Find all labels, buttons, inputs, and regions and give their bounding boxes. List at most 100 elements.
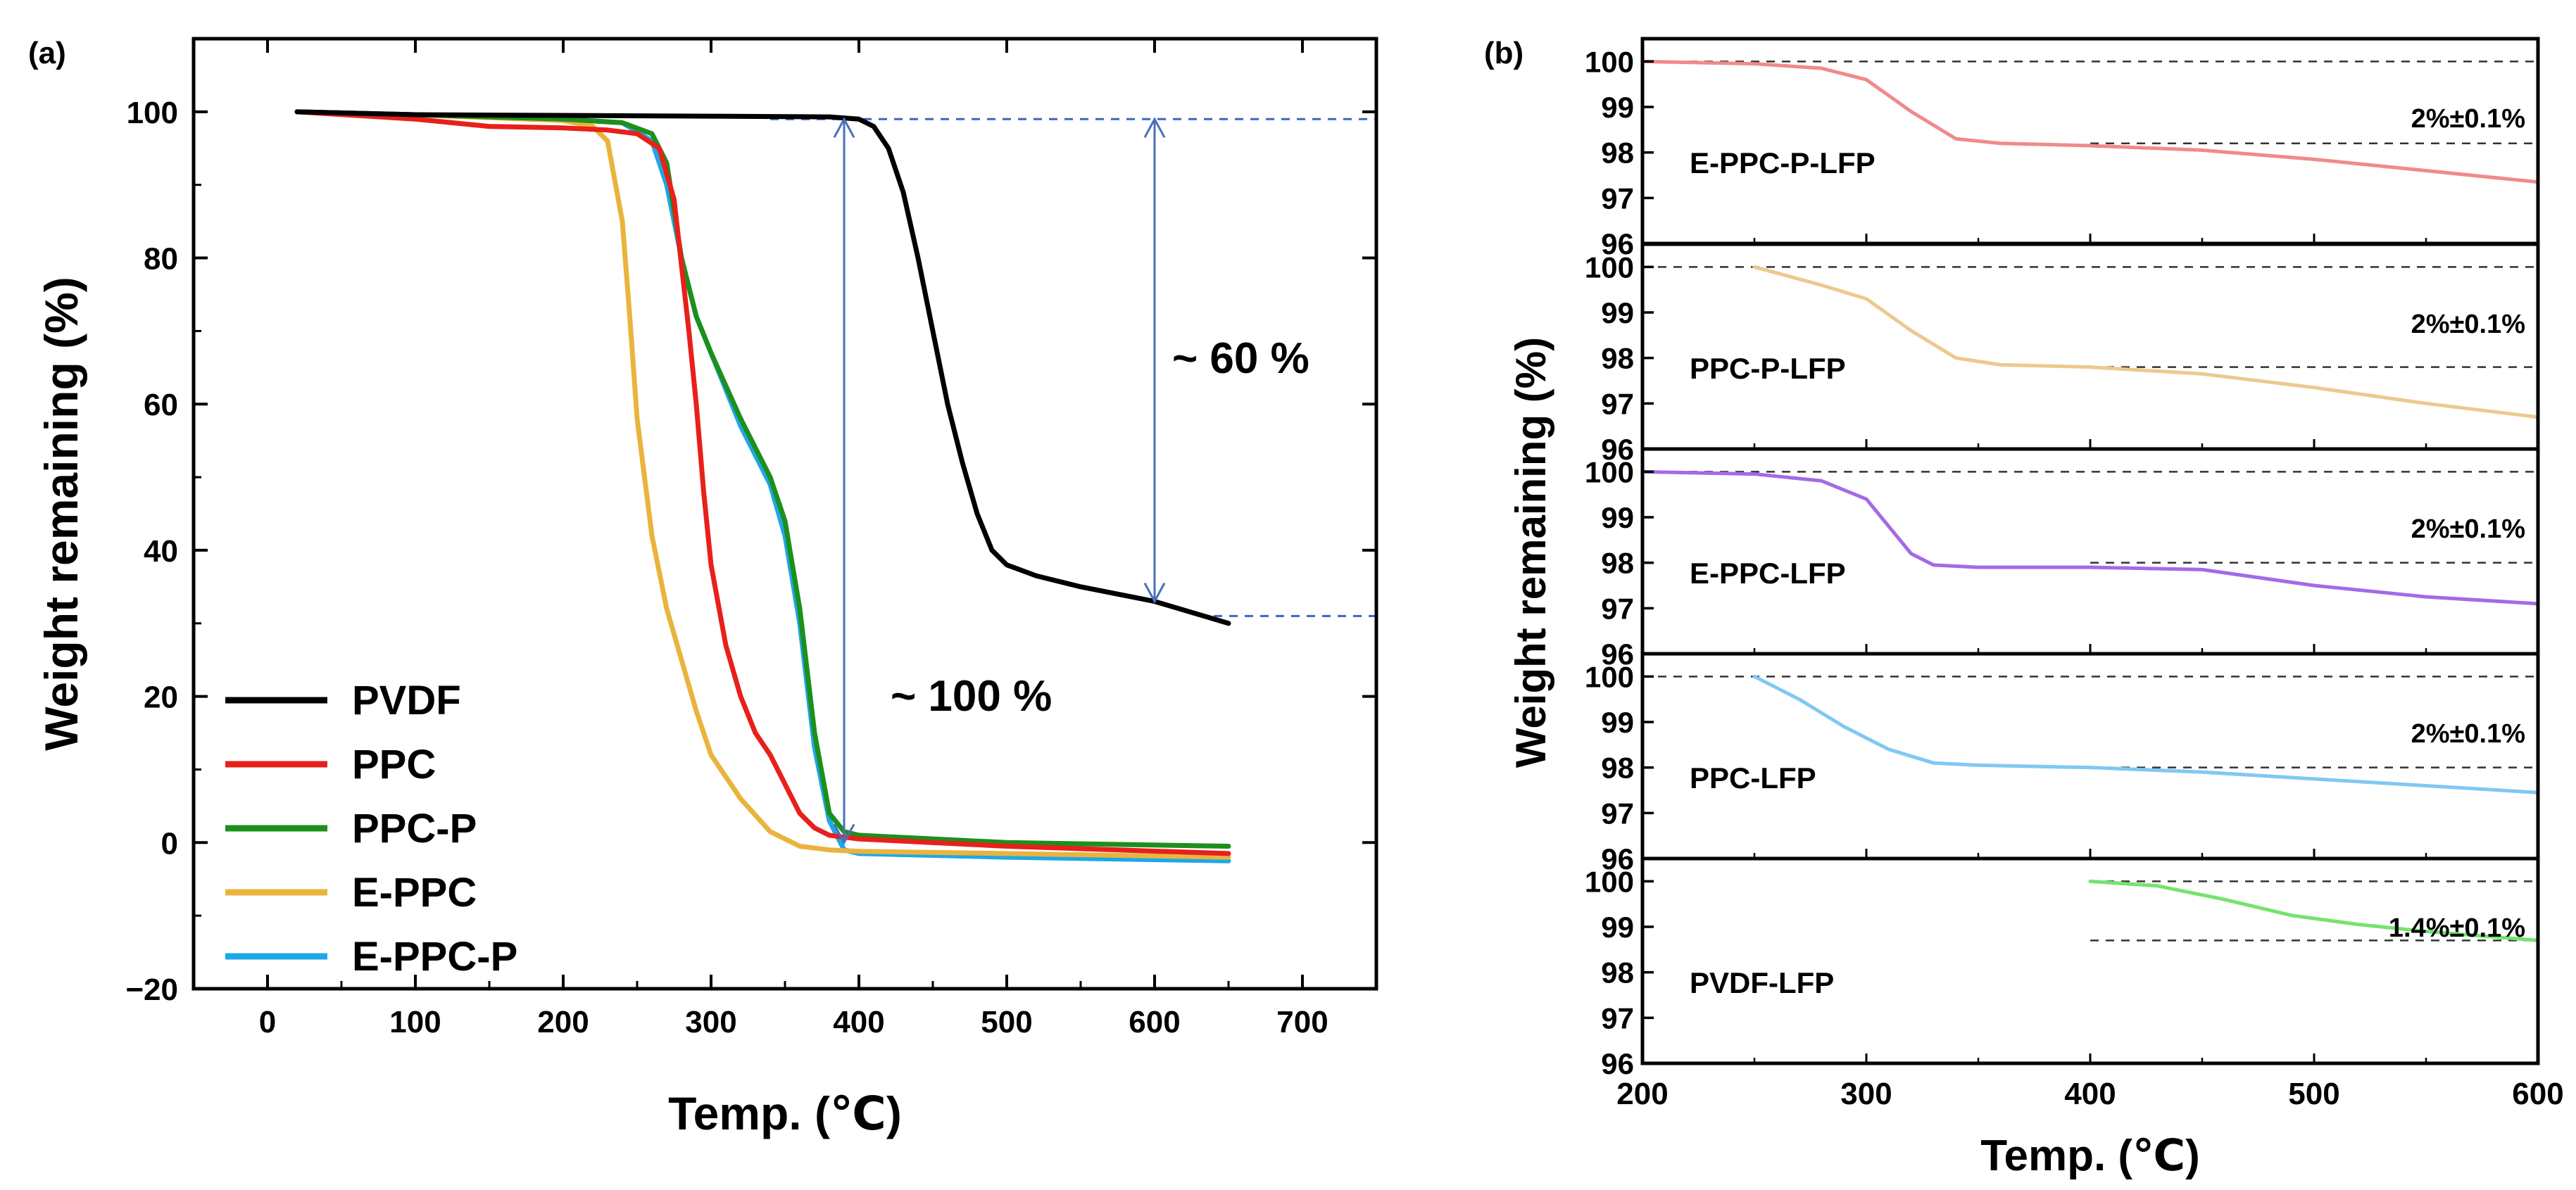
- series-pvdf: [294, 109, 1231, 626]
- y-tick-label-b: 100: [1585, 45, 1634, 78]
- arrows-a: [833, 117, 1166, 845]
- x-axis-title-b: Temp. (℃): [1980, 1132, 2200, 1180]
- subplot-annotation-ppc-p-lfp: 2%±0.1%: [2411, 310, 2525, 339]
- y-tick-label-b: 100: [1585, 660, 1634, 693]
- series-e-ppc-p: [294, 109, 1231, 863]
- arrow-100-head-top: [833, 117, 855, 138]
- subplot-pvdf-lfp: 100 99 98 97 96 PVDF-LFP 1.4%±0.1%: [1585, 856, 2540, 1080]
- series-ppc: [294, 109, 1231, 856]
- y-tick-label-b: 96: [1601, 1047, 1634, 1080]
- annotation-100: ~ 100 %: [891, 672, 1052, 721]
- x-axis-title-a: Temp. (℃): [668, 1087, 902, 1139]
- x-tick-label-a: 500: [981, 1005, 1032, 1039]
- y-tick-label-b: 100: [1585, 251, 1634, 284]
- y-tick-label-b: 98: [1601, 956, 1634, 989]
- y-tick-label-b: 98: [1601, 752, 1634, 785]
- subplot-ppc-lfp: 100 99 98 97 96 PPC-LFP 2%±0.1%: [1585, 652, 2540, 875]
- legend-label-e-ppc: E-PPC: [352, 870, 477, 916]
- x-tick-label-b: 400: [2064, 1077, 2116, 1111]
- series-pvdf-lfp: [2088, 879, 2540, 942]
- x-tick-label-b: 200: [1616, 1077, 1668, 1111]
- y-tick-label-b: 99: [1601, 911, 1634, 944]
- y-tick-label-b: 100: [1585, 865, 1634, 898]
- frame-e-ppc-p-lfp: [1640, 37, 2540, 246]
- y-tick-label-b: 96: [1601, 842, 1634, 875]
- x-tick-label-a: 700: [1276, 1005, 1328, 1039]
- chart-a: (a) 0 100 200 300 400 500 600 700 −20 0 20 40 60 80 10…: [28, 36, 1378, 1139]
- y-tick-label-b: 98: [1601, 342, 1634, 375]
- ref-lines-a: [770, 118, 1376, 617]
- y-tick-label-b: 97: [1601, 1001, 1634, 1034]
- legend-label-pvdf: PVDF: [352, 678, 461, 723]
- series-ppc-p-lfp: [1752, 265, 2540, 419]
- y-axis-title-b: Weight remaining (%): [1507, 337, 1554, 768]
- y-tick-label-b: 99: [1601, 501, 1634, 534]
- arrow-60-head-bottom: [1143, 582, 1166, 604]
- y-tick-label-b: 96: [1601, 638, 1634, 671]
- y-tick-label-b: 99: [1601, 706, 1634, 739]
- panel-label-b: (b): [1484, 36, 1523, 70]
- y-tick-label-b: 96: [1601, 227, 1634, 260]
- x-tick-label-a: 200: [537, 1005, 589, 1039]
- series-ppc-lfp: [1752, 674, 2540, 795]
- subplot-label-e-ppc-p-lfp: E-PPC-P-LFP: [1690, 146, 1876, 179]
- y-tick-label-b: 97: [1601, 387, 1634, 420]
- x-tick-label-a: 600: [1129, 1005, 1180, 1039]
- y-tick-label-b: 96: [1601, 433, 1634, 466]
- y-tick-label-a: 100: [127, 96, 178, 130]
- y-tick-label-a: 40: [144, 534, 178, 569]
- y-tick-label-a: 20: [144, 681, 178, 715]
- subplot-label-ppc-p-lfp: PPC-P-LFP: [1690, 352, 1846, 385]
- frame-e-ppc-lfp: [1640, 447, 2540, 656]
- y-tick-label-a: 80: [144, 242, 178, 277]
- x-tick-label-a: 100: [389, 1005, 441, 1039]
- y-tick-label-b: 98: [1601, 137, 1634, 170]
- x-tick-label-b: 600: [2512, 1077, 2563, 1111]
- x-tick-label-a: 300: [685, 1005, 736, 1039]
- legend-label-e-ppc-p: E-PPC-P: [352, 934, 517, 980]
- subplot-annotation-e-ppc-lfp: 2%±0.1%: [2411, 514, 2525, 544]
- subplot-label-ppc-lfp: PPC-LFP: [1690, 761, 1816, 795]
- frame-ppc-p-lfp: [1640, 242, 2540, 451]
- y-tick-label-b: 97: [1601, 797, 1634, 830]
- arrow-100-head-bottom: [833, 823, 855, 845]
- y-tick-label-b: 100: [1585, 455, 1634, 488]
- subplot-annotation-e-ppc-p-lfp: 2%±0.1%: [2411, 104, 2525, 134]
- panel-label-a: (a): [28, 36, 66, 70]
- subplot-annotation-pvdf-lfp: 1.4%±0.1%: [2389, 913, 2525, 943]
- y-tick-label-b: 97: [1601, 592, 1634, 625]
- subplot-e-ppc-lfp: 100 99 98 97 96 E-PPC-LFP 2%±0.1%: [1585, 447, 2540, 671]
- y-tick-label-a: −20: [125, 973, 178, 1007]
- x-tick-label-a: 0: [259, 1005, 276, 1039]
- frame-pvdf-lfp: [1640, 856, 2540, 1065]
- x-tick-label-b: 300: [1840, 1077, 1892, 1111]
- axes-a: 0 100 200 300 400 500 600 700 −20 0 20 40 60 80 100: [125, 39, 1376, 1039]
- series-group-a: [294, 109, 1231, 863]
- legend-label-ppc-p: PPC-P: [352, 806, 477, 852]
- legend-a: PVDF PPC PPC-P E-PPC E-PPC-P: [225, 678, 517, 980]
- subplot-e-ppc-p-lfp: 100 99 98 97 96 E-PPC-P-LFP 2%±0.1%: [1585, 37, 2540, 260]
- subplot-ppc-p-lfp: 100 99 98 97 96 PPC-P-LFP 2%±0.1%: [1585, 242, 2540, 466]
- series-e-ppc-p-lfp: [1640, 59, 2540, 184]
- stacked-panels-b: 100 99 98 97 96 E-PPC-P-LFP 2%±0.1% 100 99 98 97 96…: [1585, 37, 2564, 1111]
- frame-ppc-lfp: [1640, 652, 2540, 861]
- subplot-label-e-ppc-lfp: E-PPC-LFP: [1690, 557, 1846, 590]
- y-tick-label-b: 98: [1601, 547, 1634, 580]
- legend-label-ppc: PPC: [352, 742, 436, 787]
- arrow-60-head-top: [1143, 117, 1166, 138]
- y-tick-label-a: 60: [144, 388, 178, 422]
- y-tick-label-b: 99: [1601, 296, 1634, 329]
- y-tick-label-b: 97: [1601, 182, 1634, 215]
- series-e-ppc-lfp: [1640, 469, 2540, 606]
- x-tick-label-a: 400: [833, 1005, 884, 1039]
- y-axis-title-a: Weight remaining (%): [35, 277, 87, 750]
- subplot-label-pvdf-lfp: PVDF-LFP: [1690, 966, 1834, 999]
- y-tick-label-b: 99: [1601, 91, 1634, 124]
- chart-b: (b) 100 99 98 97 96 E-PPC-P-LFP 2%±0.1% 100 99 98…: [1484, 36, 2564, 1180]
- y-tick-label-a: 0: [161, 826, 178, 861]
- series-ppc-p: [294, 109, 1231, 849]
- annotation-60: ~ 60 %: [1172, 334, 1309, 383]
- subplot-annotation-ppc-lfp: 2%±0.1%: [2411, 719, 2525, 749]
- x-tick-label-b: 500: [2288, 1077, 2339, 1111]
